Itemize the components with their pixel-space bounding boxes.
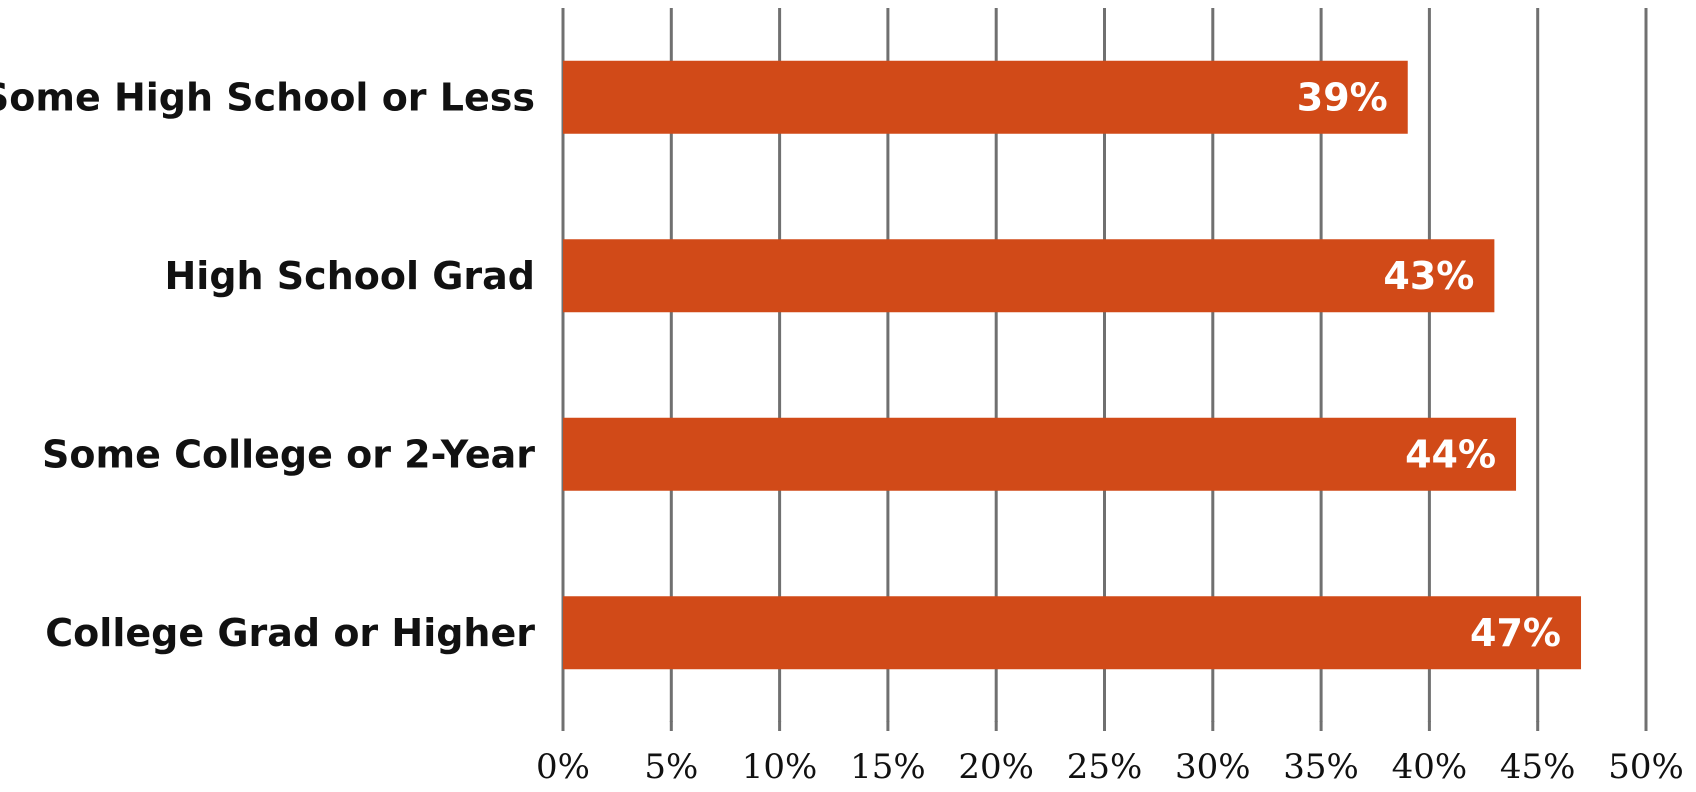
- data-label: 39%: [1297, 75, 1388, 119]
- data-labels: 39% 43% 44% 47%: [1297, 75, 1561, 655]
- x-tick-label: 50%: [1608, 747, 1684, 787]
- bars: [563, 60, 1582, 670]
- x-tick-label: 10%: [742, 747, 818, 787]
- bar: [563, 239, 1495, 313]
- x-tick-label: 0%: [536, 747, 590, 787]
- x-tick-label: 15%: [850, 747, 926, 787]
- data-label: 44%: [1405, 432, 1496, 476]
- category-labels: Some High School or Less High School Grad…: [0, 75, 535, 655]
- x-tick-label: 30%: [1175, 747, 1251, 787]
- data-label: 47%: [1470, 611, 1561, 655]
- data-label: 43%: [1383, 254, 1474, 298]
- x-tick-label: 25%: [1067, 747, 1143, 787]
- x-tick-label: 35%: [1283, 747, 1359, 787]
- x-axis-tick-labels: 0% 5% 10% 15% 20% 25% 30% 35% 40% 45% 50%: [536, 747, 1684, 787]
- x-tick-label: 40%: [1392, 747, 1468, 787]
- bar: [563, 596, 1582, 670]
- bar: [563, 60, 1408, 134]
- category-label: Some High School or Less: [0, 75, 535, 119]
- x-tick-label: 5%: [644, 747, 698, 787]
- x-tick-label: 20%: [958, 747, 1034, 787]
- x-tick-label: 45%: [1500, 747, 1576, 787]
- bar: [563, 417, 1517, 491]
- category-label: High School Grad: [165, 254, 536, 298]
- category-label: Some College or 2-Year: [42, 432, 535, 476]
- category-label: College Grad or Higher: [45, 611, 535, 655]
